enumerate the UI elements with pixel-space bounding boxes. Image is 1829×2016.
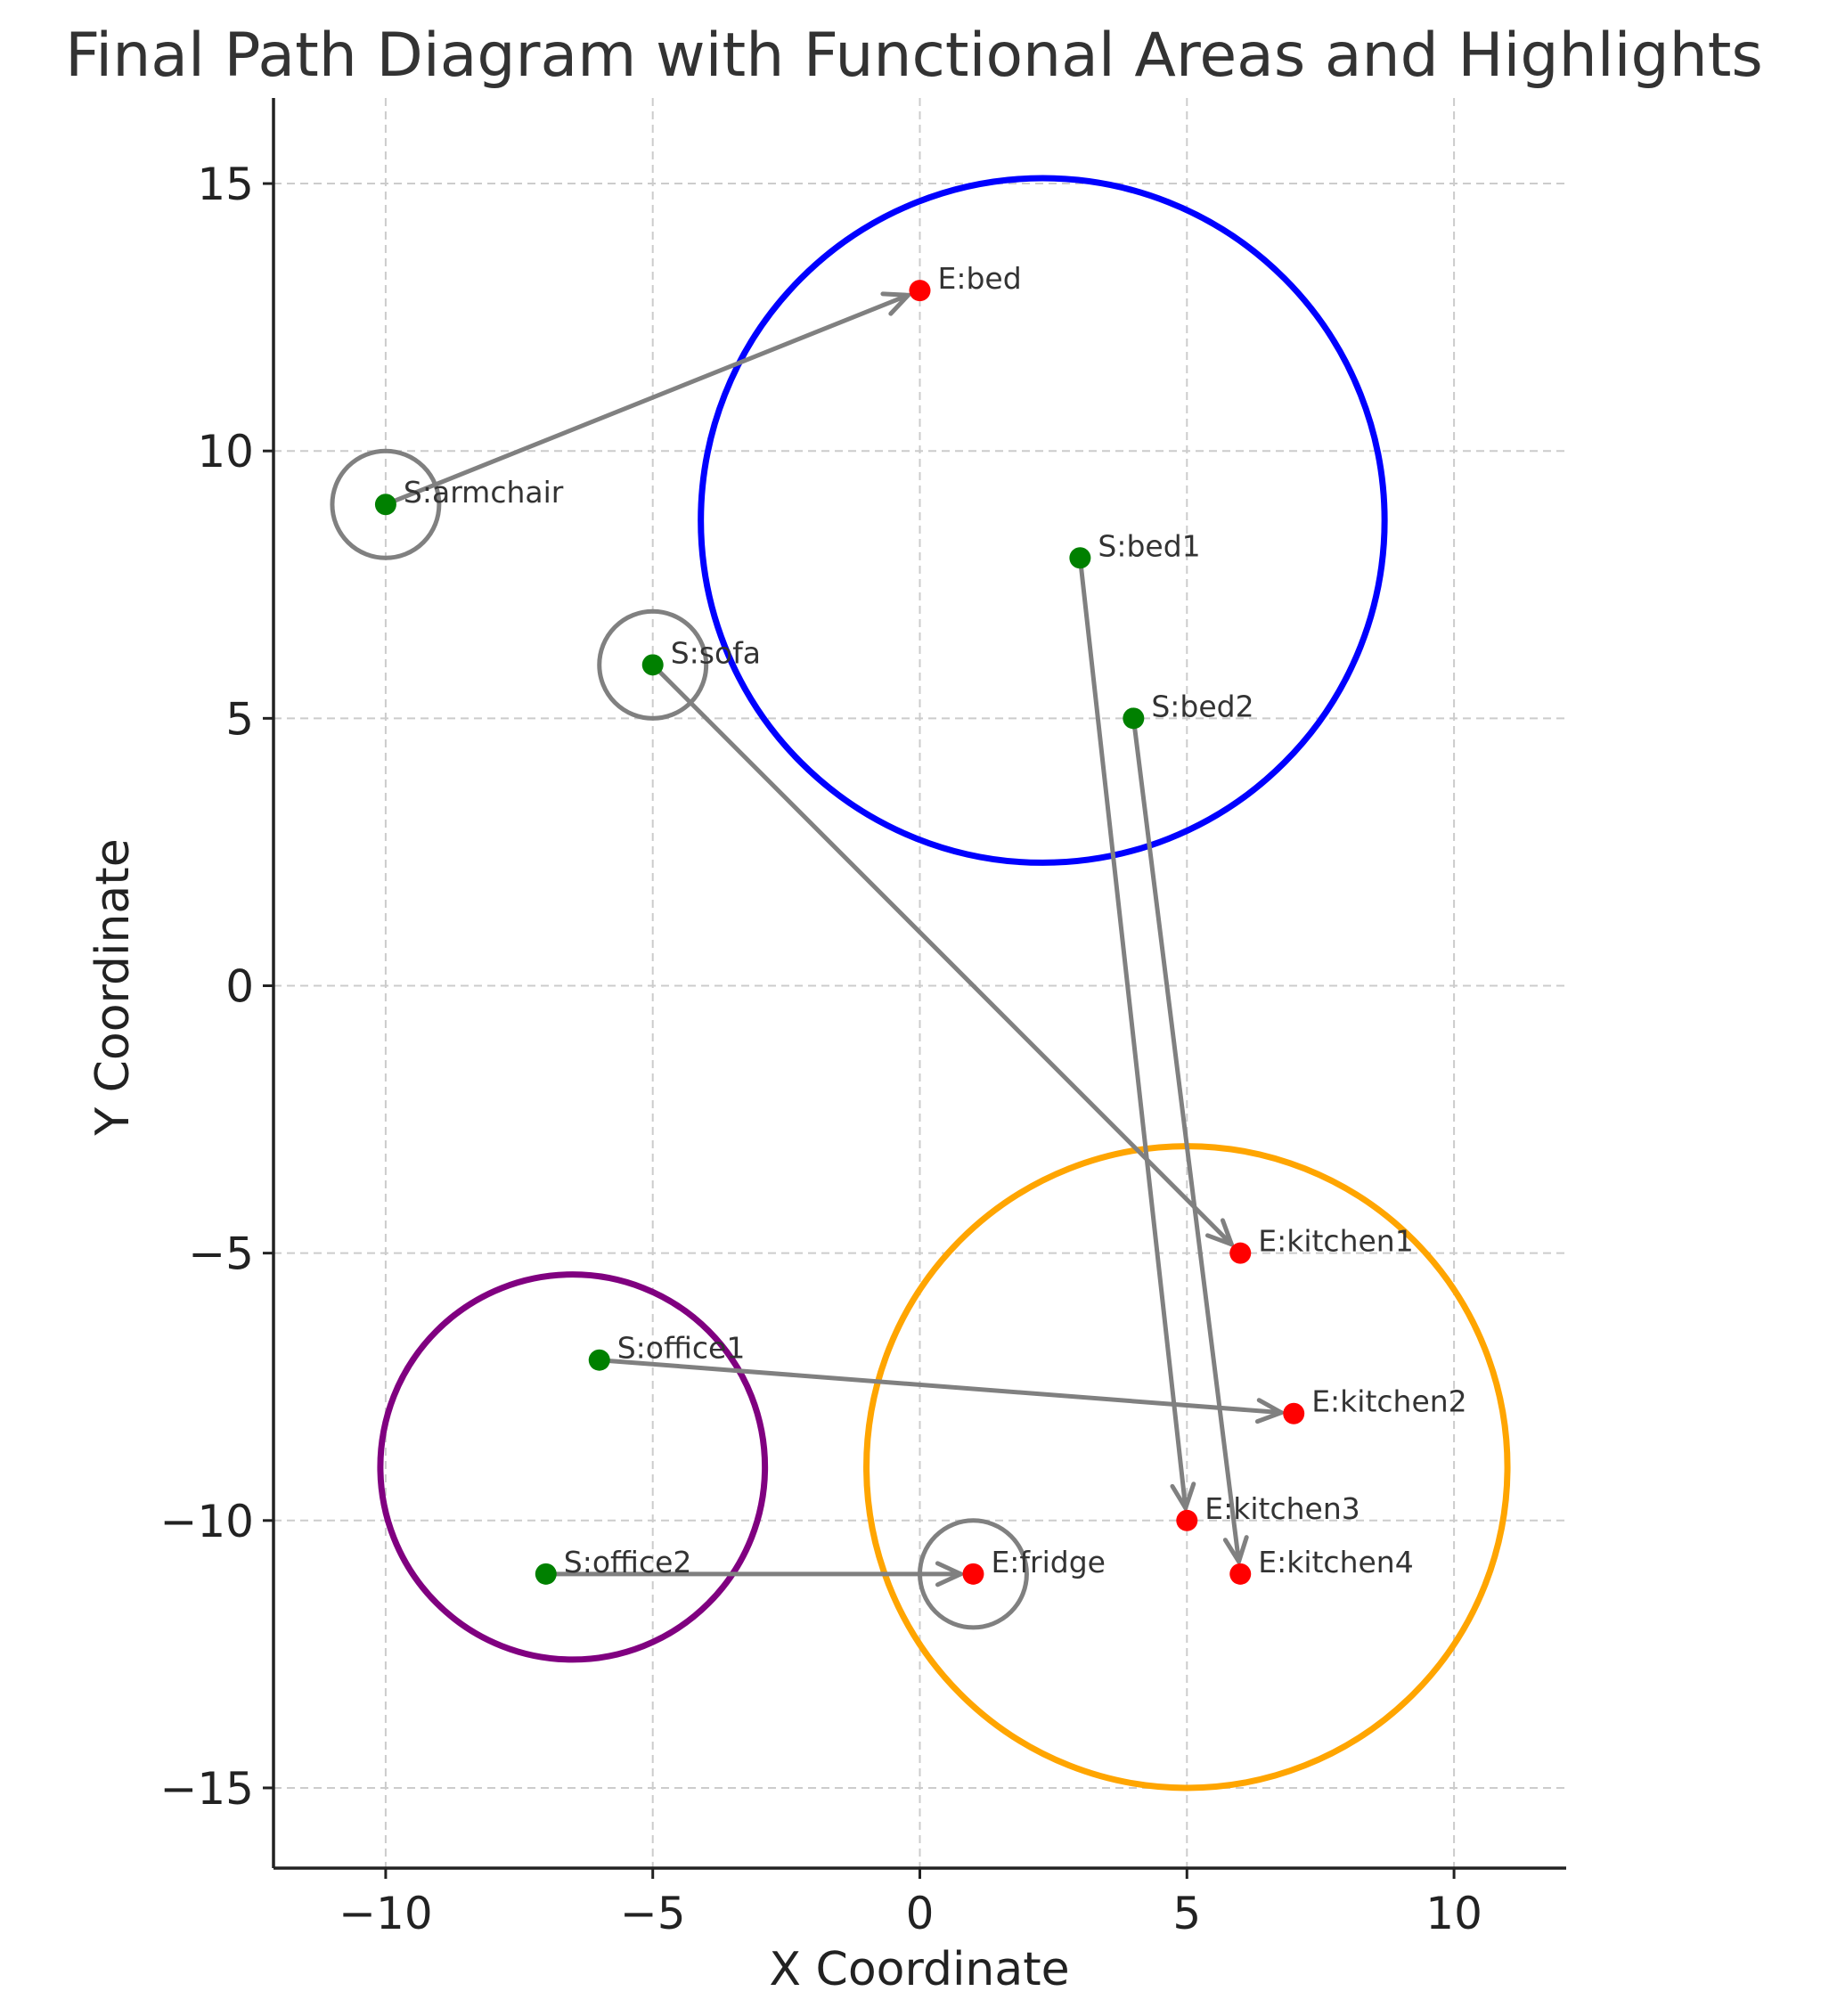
path-arrow-line — [650, 662, 1234, 1247]
x-tick-label: −5 — [620, 1888, 686, 1939]
area-circle-office — [377, 1271, 769, 1663]
grid-lines — [274, 98, 1566, 1868]
start-point — [1123, 707, 1145, 730]
start-point-label: S:bed1 — [1098, 528, 1200, 563]
end-point — [1283, 1402, 1305, 1424]
path-arrow-line — [597, 1358, 1284, 1416]
path-arrow-head — [880, 291, 911, 316]
chart-title: Final Path Diagram with Functional Areas… — [65, 20, 1763, 91]
y-axis-label: Y Coordinate — [86, 838, 140, 1136]
end-point-label: E:kitchen3 — [1204, 1491, 1360, 1526]
start-point — [588, 1349, 610, 1371]
path-arrow-head — [1254, 1398, 1284, 1424]
start-point-label: S:office1 — [617, 1331, 746, 1366]
highlight-circle-armchair — [330, 448, 442, 560]
end-point — [909, 280, 931, 302]
end-point-label: E:kitchen2 — [1311, 1384, 1466, 1419]
start-point-label: S:armchair — [404, 475, 564, 510]
path-arrows — [383, 291, 1284, 1587]
axis-ticks: −10 −5 0 5 10 −15 −10 −5 0 5 10 15 — [159, 159, 1482, 1939]
y-tick-label: 10 — [197, 426, 254, 477]
x-tick-label: 0 — [906, 1888, 935, 1939]
start-point-label: S:office2 — [564, 1545, 692, 1579]
y-tick-label: 5 — [225, 693, 254, 745]
x-tick-label: 5 — [1172, 1888, 1201, 1939]
end-point — [1229, 1563, 1252, 1585]
start-point — [1069, 547, 1091, 569]
x-tick-label: −10 — [339, 1888, 433, 1939]
end-point-label: E:kitchen1 — [1258, 1224, 1413, 1259]
end-point — [962, 1563, 984, 1585]
start-point-label: S:sofa — [671, 635, 761, 670]
end-point — [1176, 1509, 1198, 1531]
area-circle-bedroom — [698, 175, 1388, 866]
path-arrow-head — [1170, 1481, 1196, 1511]
start-point — [374, 494, 396, 516]
path-arrow-line — [1131, 715, 1242, 1564]
x-tick-label: 10 — [1425, 1888, 1482, 1939]
highlight-circle-sofa — [597, 608, 709, 721]
y-tick-label: −15 — [159, 1763, 254, 1815]
start-point — [641, 654, 664, 676]
end-point-label: E:bed — [938, 261, 1022, 296]
y-tick-label: 0 — [225, 961, 254, 1013]
path-arrow-head — [1222, 1535, 1249, 1564]
start-point — [535, 1563, 557, 1585]
start-point-label: S:bed2 — [1151, 689, 1253, 723]
end-point-label: E:kitchen4 — [1258, 1545, 1413, 1579]
end-point — [1229, 1242, 1252, 1264]
y-tick-label: −5 — [188, 1228, 254, 1280]
path-arrow-line — [1077, 555, 1188, 1511]
y-tick-label: 15 — [197, 159, 254, 210]
highlight-circles — [330, 448, 1029, 1630]
point-labels: S:armchair S:sofa S:bed1 S:bed2 S:office1 S:o… — [404, 261, 1467, 1579]
end-point-label: E:fridge — [991, 1545, 1106, 1579]
path-arrow-head — [935, 1561, 963, 1587]
x-axis-label: X Coordinate — [769, 1943, 1069, 1996]
path-arrow-line — [383, 292, 911, 507]
path-arrow-head — [1204, 1218, 1234, 1247]
data-points — [374, 280, 1305, 1585]
y-tick-label: −10 — [159, 1496, 254, 1547]
